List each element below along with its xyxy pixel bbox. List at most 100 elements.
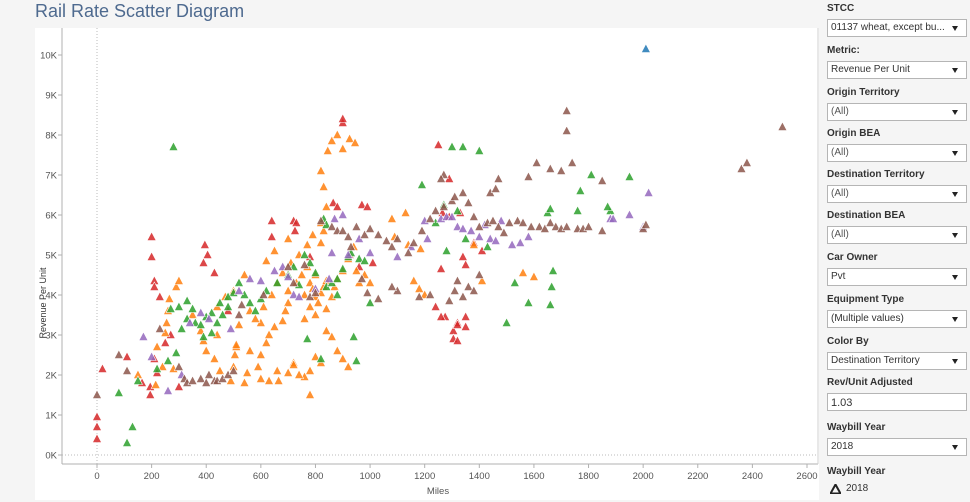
triangle-marker-orange[interactable] — [326, 331, 337, 341]
triangle-marker-purple[interactable] — [608, 213, 619, 223]
triangle-marker-brown[interactable] — [487, 215, 498, 225]
triangle-marker-brown[interactable] — [490, 183, 501, 193]
triangle-marker-red[interactable] — [362, 201, 373, 211]
triangle-marker-orange[interactable] — [386, 213, 397, 223]
triangle-marker-brown[interactable] — [523, 171, 534, 181]
triangle-marker-green[interactable] — [337, 263, 348, 273]
triangle-marker-green[interactable] — [217, 309, 228, 319]
triangle-marker-purple[interactable] — [294, 291, 305, 301]
triangle-marker-purple[interactable] — [643, 187, 654, 197]
triangle-marker-red[interactable] — [145, 389, 156, 399]
triangle-marker-green[interactable] — [244, 297, 255, 307]
triangle-marker-green[interactable] — [127, 421, 138, 431]
triangle-marker-orange[interactable] — [299, 313, 310, 323]
triangle-marker-green[interactable] — [354, 253, 365, 263]
triangle-marker-brown[interactable] — [173, 361, 184, 371]
waybill-year-dropdown[interactable]: 2018 — [827, 438, 967, 456]
triangle-marker-green[interactable] — [523, 297, 534, 307]
triangle-marker-red[interactable] — [436, 311, 447, 321]
triangle-marker-green[interactable] — [182, 295, 193, 305]
triangle-marker-orange[interactable] — [229, 349, 240, 359]
triangle-marker-orange[interactable] — [150, 379, 161, 389]
triangle-marker-brown[interactable] — [640, 219, 651, 229]
triangle-marker-orange[interactable] — [157, 361, 168, 371]
triangle-marker-red[interactable] — [173, 381, 184, 391]
triangle-marker-red[interactable] — [209, 267, 220, 277]
triangle-marker-orange[interactable] — [296, 269, 307, 279]
triangle-marker-orange[interactable] — [255, 349, 266, 359]
triangle-marker-orange[interactable] — [283, 285, 294, 295]
triangle-marker-red[interactable] — [146, 231, 157, 241]
triangle-marker-orange[interactable] — [337, 353, 348, 363]
triangle-marker-orange[interactable] — [277, 267, 288, 277]
triangle-marker-purple[interactable] — [288, 289, 299, 299]
triangle-marker-brown[interactable] — [203, 369, 214, 379]
triangle-marker-purple[interactable] — [203, 313, 214, 323]
triangle-marker-green[interactable] — [348, 331, 359, 341]
triangle-marker-purple[interactable] — [447, 211, 457, 221]
triangle-marker-orange[interactable] — [313, 297, 324, 307]
triangle-marker-brown[interactable] — [416, 225, 427, 235]
triangle-marker-red[interactable] — [92, 421, 102, 431]
triangle-marker-brown[interactable] — [337, 225, 348, 235]
triangle-marker-brown[interactable] — [534, 221, 545, 231]
triangle-marker-green[interactable] — [586, 169, 597, 179]
triangle-marker-orange[interactable] — [264, 375, 275, 385]
triangle-marker-orange[interactable] — [315, 237, 326, 247]
triangle-marker-purple[interactable] — [234, 285, 244, 295]
triangle-marker-brown[interactable] — [438, 201, 449, 211]
triangle-marker-brown[interactable] — [449, 285, 460, 295]
triangle-marker-brown[interactable] — [315, 215, 326, 225]
triangle-marker-green[interactable] — [214, 297, 225, 307]
triangle-marker-purple[interactable] — [195, 307, 206, 317]
triangle-marker-brown[interactable] — [430, 205, 441, 215]
triangle-marker-brown[interactable] — [195, 373, 206, 383]
triangle-marker-orange[interactable] — [310, 309, 321, 319]
triangle-marker-orange[interactable] — [164, 293, 175, 303]
triangle-marker-orange[interactable] — [272, 365, 283, 375]
triangle-marker-brown[interactable] — [425, 213, 436, 223]
triangle-marker-brown[interactable] — [457, 291, 468, 301]
triangle-marker-green[interactable] — [501, 317, 512, 327]
triangle-marker-brown[interactable] — [550, 221, 561, 231]
triangle-marker-green[interactable] — [223, 291, 234, 301]
triangle-marker-purple[interactable] — [329, 213, 340, 223]
triangle-marker-purple[interactable] — [474, 231, 485, 241]
triangle-marker-brown[interactable] — [474, 269, 485, 279]
triangle-marker-orange[interactable] — [408, 275, 419, 285]
triangle-marker-orange[interactable] — [351, 265, 362, 275]
triangle-marker-orange[interactable] — [315, 165, 326, 175]
triangle-marker-red[interactable] — [460, 259, 471, 269]
triangle-marker-orange[interactable] — [239, 377, 250, 387]
triangle-marker-red[interactable] — [337, 113, 348, 123]
triangle-marker-orange[interactable] — [239, 269, 250, 279]
triangle-marker-red[interactable] — [433, 139, 444, 149]
triangle-marker-purple[interactable] — [326, 247, 337, 257]
triangle-marker-brown[interactable] — [545, 217, 556, 227]
triangle-marker-brown[interactable] — [392, 233, 403, 243]
triangle-marker-purple[interactable] — [283, 271, 294, 281]
triangle-marker-purple[interactable] — [324, 273, 335, 283]
triangle-marker-purple[interactable] — [343, 249, 354, 259]
triangle-marker-orange[interactable] — [269, 321, 280, 331]
triangle-marker-orange[interactable] — [332, 129, 343, 139]
triangle-marker-orange[interactable] — [307, 229, 318, 239]
triangle-marker-orange[interactable] — [273, 375, 284, 385]
triangle-marker-brown[interactable] — [310, 287, 321, 297]
triangle-marker-orange[interactable] — [283, 233, 294, 243]
triangle-marker-green[interactable] — [332, 289, 343, 299]
triangle-marker-brown[interactable] — [258, 289, 269, 299]
triangle-marker-red[interactable] — [289, 225, 300, 235]
triangle-marker-green[interactable] — [198, 331, 209, 341]
triangle-marker-orange[interactable] — [518, 267, 528, 277]
scatter-points[interactable] — [92, 43, 788, 447]
triangle-marker-orange[interactable] — [277, 315, 288, 325]
triangle-marker-brown[interactable] — [526, 221, 537, 231]
triangle-marker-orange[interactable] — [280, 305, 291, 315]
triangle-marker-brown[interactable] — [597, 175, 608, 185]
stcc-dropdown[interactable]: 01137 wheat, except bu... — [827, 19, 967, 37]
triangle-marker-green[interactable] — [602, 201, 613, 211]
triangle-marker-brown[interactable] — [283, 261, 294, 271]
triangle-marker-brown[interactable] — [457, 187, 468, 197]
triangle-marker-red[interactable] — [460, 311, 471, 321]
